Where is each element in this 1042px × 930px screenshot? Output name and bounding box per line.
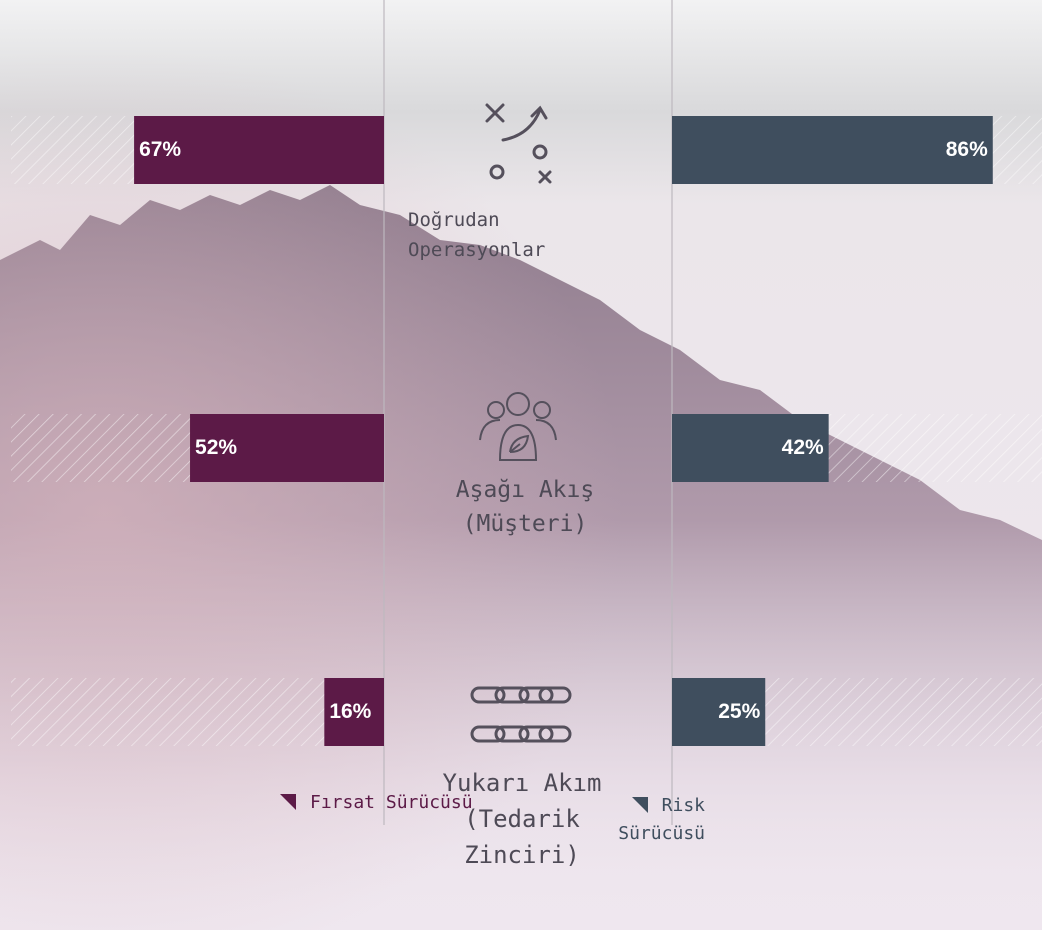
- icon-chain: [470, 686, 572, 743]
- value-label: 52%: [195, 436, 238, 459]
- value-label: 67%: [139, 138, 182, 161]
- bars: [11, 116, 1042, 746]
- icon-people: [479, 392, 557, 461]
- category-label: Yukarı Akım (Tedarik Zinciri): [442, 769, 602, 869]
- value-label: 42%: [781, 436, 824, 459]
- legend-swatch: [631, 797, 648, 813]
- icon-strategy: [485, 103, 552, 184]
- bar: [134, 116, 384, 184]
- bar: [672, 678, 766, 746]
- value-label: 25%: [718, 700, 761, 723]
- bar-track: [11, 678, 384, 746]
- legend-label: Risk Sürücüsü: [618, 795, 705, 844]
- legend-item: Fırsat Sürücüsü: [280, 792, 473, 813]
- bar: [190, 414, 384, 482]
- legend-swatch: [280, 794, 296, 810]
- value-label: 86%: [945, 138, 988, 161]
- legend-item: Risk Sürücüsü: [605, 792, 705, 848]
- bar: [672, 116, 993, 184]
- bar: [672, 414, 829, 482]
- category-label: Aşağı Akış (Müşteri): [455, 477, 595, 537]
- bar: [324, 678, 384, 746]
- legend-label: Fırsat Sürücüsü: [310, 792, 473, 813]
- category-label: Doğrudan Operasyonlar: [408, 209, 546, 261]
- value-label: 16%: [329, 700, 372, 723]
